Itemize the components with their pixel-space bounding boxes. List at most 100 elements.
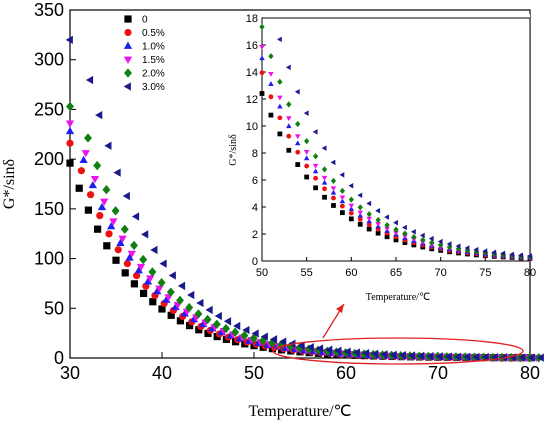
main-y-tick-label: 0 <box>54 348 64 368</box>
inset-point <box>259 44 265 50</box>
main-point <box>127 250 136 258</box>
inset-point <box>357 192 363 199</box>
main-point <box>111 206 120 216</box>
inset-point <box>357 204 363 211</box>
inset-point <box>259 55 265 61</box>
main-point <box>279 337 287 346</box>
legend-marker <box>123 56 133 64</box>
main-point <box>361 349 370 358</box>
main-point <box>166 287 175 297</box>
inset-point <box>330 159 336 166</box>
inset-point <box>268 72 274 77</box>
main-point <box>176 295 184 306</box>
annotation-arrowhead <box>336 304 344 313</box>
inset-point <box>375 216 381 224</box>
main-y-tick-label: 50 <box>44 298 64 318</box>
main-point <box>114 246 122 254</box>
main-y-axis-label: G*/sinδ <box>1 159 18 209</box>
inset-x-tick-label: 65 <box>390 267 402 279</box>
inset-point <box>286 123 292 129</box>
main-point <box>143 277 153 285</box>
main-point <box>352 348 360 357</box>
inset-point <box>410 228 416 235</box>
inset-point <box>339 187 346 195</box>
inset-point <box>295 149 301 155</box>
inset-point <box>313 175 318 181</box>
legend-marker <box>123 82 131 91</box>
main-y-tick-label: 100 <box>34 249 64 269</box>
inset-point <box>420 236 426 244</box>
main-point <box>242 325 250 335</box>
main-point <box>286 341 295 352</box>
inset-point <box>339 195 346 201</box>
main-point <box>104 141 112 150</box>
main-point <box>444 352 452 361</box>
inset-point <box>455 243 461 249</box>
main-point <box>90 175 100 184</box>
inset-x-tick-label: 55 <box>301 267 313 279</box>
inset-point <box>384 234 390 240</box>
main-point <box>472 352 480 362</box>
inset-point <box>366 226 372 232</box>
inset-point <box>277 131 283 137</box>
main-point <box>203 314 212 325</box>
main-point <box>134 266 143 274</box>
inset-point <box>491 249 497 256</box>
main-point <box>334 346 342 355</box>
inset-point <box>259 70 265 76</box>
inset-y-tick-label: 14 <box>246 67 258 79</box>
inset-y-tick-label: 8 <box>252 148 258 160</box>
main-point <box>269 335 278 344</box>
inset-point <box>357 221 363 227</box>
main-point <box>131 212 140 221</box>
main-point <box>88 180 97 189</box>
main-point <box>222 323 230 334</box>
main-point <box>149 298 157 306</box>
main-point <box>93 160 102 171</box>
inset-point <box>527 253 532 259</box>
inset-point <box>268 94 274 100</box>
main-point <box>407 351 416 360</box>
inset-y-tick-label: 2 <box>252 229 258 241</box>
main-point <box>231 327 240 337</box>
inset-point <box>312 153 319 160</box>
legend-label: 1.0% <box>142 42 165 53</box>
main-point <box>109 218 118 226</box>
inset-point <box>366 222 372 228</box>
main-point <box>194 309 203 319</box>
main-point <box>186 321 194 330</box>
inset-point <box>268 81 274 86</box>
main-point <box>435 352 443 361</box>
main-point <box>120 224 129 234</box>
main-y-tick-label: 200 <box>34 149 64 169</box>
main-point <box>240 330 249 341</box>
legend-marker <box>123 41 133 49</box>
inset-point <box>419 232 425 239</box>
inset-point <box>393 237 399 243</box>
inset-point <box>455 245 462 252</box>
inset-point <box>384 214 389 220</box>
inset-y-axis-label: G*/sinδ <box>228 134 239 166</box>
main-point <box>251 329 259 338</box>
main-point <box>107 222 116 230</box>
main-point <box>453 352 462 361</box>
main-point <box>499 353 508 362</box>
inset-point <box>428 235 434 242</box>
main-point <box>249 333 258 343</box>
main-data-points <box>65 35 544 363</box>
inset-x-tick-label: 50 <box>256 267 268 279</box>
main-point <box>95 110 103 120</box>
main-point <box>130 280 138 288</box>
main-point <box>295 343 304 353</box>
main-point <box>343 347 351 356</box>
inset-point <box>277 103 283 109</box>
inset-point <box>312 129 318 135</box>
inset-point <box>268 53 274 60</box>
main-point <box>380 350 388 359</box>
inset-point <box>500 250 506 257</box>
highlight-ellipse <box>272 337 524 365</box>
main-point <box>84 133 92 143</box>
main-point <box>66 159 74 167</box>
inset-point <box>464 245 470 251</box>
main-x-tick-label: 50 <box>244 363 264 383</box>
